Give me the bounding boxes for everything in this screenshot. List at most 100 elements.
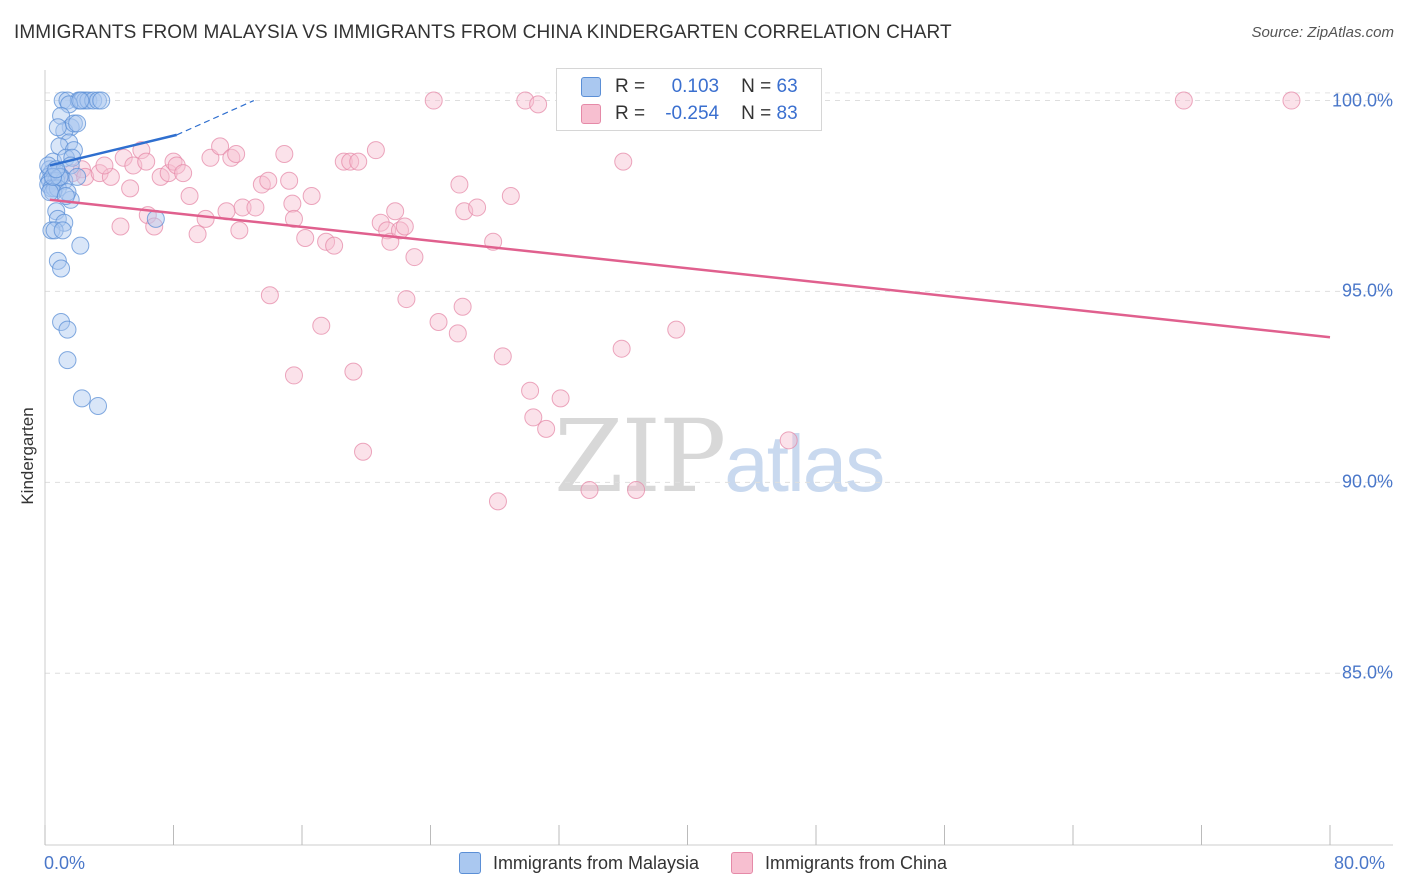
point-china xyxy=(371,213,390,232)
point-china xyxy=(627,480,646,499)
point-china xyxy=(1282,91,1301,110)
point-china xyxy=(468,198,487,217)
legend-n-label: N = xyxy=(741,103,772,124)
point-china xyxy=(167,156,186,175)
point-china xyxy=(111,217,130,236)
point-malaysia xyxy=(71,236,90,255)
legend-item-china[interactable]: Immigrants from China xyxy=(730,852,948,874)
point-china xyxy=(529,95,548,114)
point-malaysia xyxy=(72,389,91,408)
point-china xyxy=(580,480,599,499)
point-china xyxy=(188,225,207,244)
point-china xyxy=(779,431,798,450)
legend-n-label: N = xyxy=(741,76,772,97)
point-china xyxy=(275,144,294,163)
y-axis-label: Kindergarten xyxy=(18,407,37,505)
point-china xyxy=(405,248,424,267)
point-malaysia xyxy=(40,183,59,202)
point-malaysia xyxy=(52,312,71,331)
legend-r-value-malaysia: 0.103 xyxy=(671,76,720,97)
point-china xyxy=(448,324,467,343)
legend-marker-china xyxy=(730,852,753,874)
point-china xyxy=(95,156,114,175)
series-legend: Immigrants from Malaysia Immigrants from… xyxy=(0,852,1406,874)
point-china xyxy=(302,186,321,205)
point-china xyxy=(283,194,302,213)
point-china xyxy=(395,217,414,236)
point-china xyxy=(488,492,507,511)
source-credit: Source: ZipAtlas.com xyxy=(1251,24,1394,41)
point-china xyxy=(344,362,363,381)
legend-item-malaysia[interactable]: Immigrants from Malaysia xyxy=(458,852,699,874)
point-malaysia xyxy=(92,91,111,110)
point-china xyxy=(493,347,512,366)
y-tick-label: 85.0% xyxy=(1341,662,1393,683)
point-china xyxy=(284,366,303,385)
legend-n-value-china: 83 xyxy=(776,103,798,124)
y-tick-label: 95.0% xyxy=(1341,280,1393,301)
point-china xyxy=(121,179,140,198)
chart-title: IMMIGRANTS FROM MALAYSIA VS IMMIGRANTS F… xyxy=(14,22,952,43)
legend-n-value-malaysia: 63 xyxy=(776,76,798,97)
point-china xyxy=(180,186,199,205)
legend-marker-malaysia xyxy=(458,852,481,874)
legend-r-value-china: -0.254 xyxy=(665,103,720,124)
point-china xyxy=(334,152,353,171)
point-china xyxy=(137,152,156,171)
point-china xyxy=(101,167,120,186)
trend-line-china xyxy=(49,198,1331,339)
point-malaysia xyxy=(58,320,77,339)
point-china xyxy=(453,297,472,316)
point-malaysia xyxy=(48,118,67,137)
point-malaysia xyxy=(68,114,87,133)
point-china xyxy=(259,171,278,190)
legend-swatch-china xyxy=(581,104,601,124)
x-tick-label-min: 0.0% xyxy=(44,853,86,873)
y-tick-label: 90.0% xyxy=(1341,471,1393,492)
point-china xyxy=(524,408,543,427)
legend-r-label: R = xyxy=(615,103,646,124)
point-china xyxy=(612,339,631,358)
point-china xyxy=(174,164,193,183)
watermark-atlas: atlas xyxy=(724,419,885,508)
legend-row-malaysia: R = 0.103 N = 63 xyxy=(581,75,798,99)
trend-line-malaysia xyxy=(49,133,178,167)
point-china xyxy=(521,381,540,400)
point-china xyxy=(501,186,520,205)
point-china xyxy=(230,221,249,240)
point-china xyxy=(429,312,448,331)
point-china xyxy=(114,148,133,167)
point-malaysia xyxy=(58,351,77,370)
point-china xyxy=(280,171,299,190)
legend-label-malaysia: Immigrants from Malaysia xyxy=(492,852,699,873)
point-china xyxy=(537,419,556,438)
trend-extension-malaysia xyxy=(176,99,255,136)
legend-r-label: R = xyxy=(615,76,646,97)
point-china xyxy=(132,141,151,160)
point-china xyxy=(424,91,443,110)
point-china xyxy=(667,320,686,339)
point-china xyxy=(1174,91,1193,110)
point-malaysia xyxy=(53,221,72,240)
point-china xyxy=(312,316,331,335)
point-malaysia xyxy=(89,396,108,415)
correlation-legend: R = 0.103 N = 63 R = -0.254 N = 83 xyxy=(556,68,822,131)
point-china xyxy=(450,175,469,194)
point-malaysia xyxy=(71,91,90,110)
point-china xyxy=(366,141,385,160)
point-china xyxy=(349,152,368,171)
legend-swatch-malaysia xyxy=(581,77,601,97)
point-china xyxy=(145,217,164,236)
legend-row-china: R = -0.254 N = 83 xyxy=(581,102,798,126)
point-malaysia xyxy=(68,167,87,186)
point-china xyxy=(260,286,279,305)
x-tick-label-max: 80.0% xyxy=(1334,853,1386,873)
legend-label-china: Immigrants from China xyxy=(764,852,948,873)
point-china xyxy=(325,236,344,255)
point-china xyxy=(397,290,416,309)
point-china xyxy=(614,152,633,171)
point-malaysia xyxy=(50,137,69,156)
point-china xyxy=(551,389,570,408)
point-china xyxy=(386,202,405,221)
